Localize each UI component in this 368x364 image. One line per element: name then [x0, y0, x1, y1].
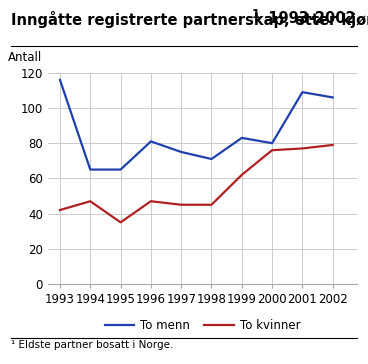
Text: Inngåtte registrerte partnerskap, etter kjønn.: Inngåtte registrerte partnerskap, etter …: [11, 11, 368, 28]
Text: ¹ Eldste partner bosatt i Norge.: ¹ Eldste partner bosatt i Norge.: [11, 340, 173, 350]
Text: 1993-2002: 1993-2002: [258, 11, 355, 26]
Text: 1: 1: [252, 8, 260, 21]
Text: Antall: Antall: [8, 51, 42, 64]
Legend: To menn, To kvinner: To menn, To kvinner: [100, 315, 305, 337]
